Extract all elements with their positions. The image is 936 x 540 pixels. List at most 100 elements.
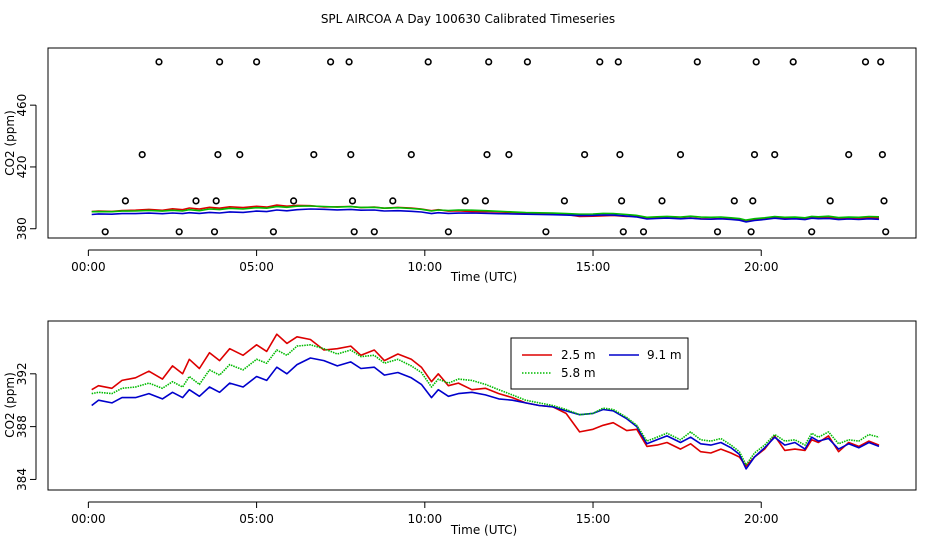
top-calibration-point [771,151,779,159]
legend-label-9-1m: 9.1 m [647,348,682,362]
top-calibration-point [461,197,469,205]
top-calibration-point [424,58,432,66]
bottom-x-tick-label: 05:00 [239,512,274,526]
bottom-panel: 00:00 05:00 10:00 15:00 20:00 384 388 392 Time… [3,320,917,537]
top-calibration-point [175,228,183,236]
bottom-y-axis: 384 388 392 [15,362,37,491]
top-calibration-point [614,58,622,66]
legend-box [510,337,689,390]
top-calibration-point [214,151,222,159]
legend-label-5-8m: 5.8 m [561,366,596,380]
top-calibration-point [880,197,888,205]
top-calibration-point [639,228,648,236]
top-calibration-point [485,58,493,66]
bottom-x-axis: 00:00 05:00 10:00 15:00 20:00 [71,501,779,526]
top-y-tick-label: 380 [15,217,29,240]
bottom-series-9-1-m-line [91,357,880,470]
top-y-axis-label: CO2 (ppm) [3,110,17,176]
top-calibration-point [347,151,355,159]
top-series-lines [91,204,880,223]
top-calibration-point [155,58,163,66]
bottom-series-2-5-m-line [91,333,880,468]
top-calibration-point [523,58,532,66]
top-calibration-point [290,197,298,205]
top-calibration-point [483,151,491,159]
top-calibration-point [877,58,885,66]
top-calibration-point [882,228,890,236]
top-plot-frame [47,47,917,239]
bottom-plot-frame [47,320,917,491]
top-calibration-point [481,197,490,205]
top-calibration-point [101,228,109,236]
top-calibration-point [750,151,759,159]
bottom-y-tick-label: 388 [15,415,29,438]
top-calibration-point [826,197,834,205]
top-series-9-1-m-line [91,208,880,223]
legend: 2.5 m 9.1 m 5.8 m [510,337,689,390]
top-calibration-point [845,151,853,159]
figure-title: SPL AIRCOA A Day 100630 Calibrated Times… [321,12,615,26]
top-calibration-point [730,197,738,205]
top-calibration-point [138,151,146,159]
top-calibration-point [616,151,624,159]
top-calibration-point [658,197,666,205]
top-calibration-point [596,58,604,66]
top-x-tick-label: 15:00 [576,260,611,274]
top-calibration-point [370,228,378,236]
legend-label-2-5m: 2.5 m [561,348,596,362]
top-y-tick-label: 420 [15,155,29,178]
top-x-tick-label: 10:00 [408,260,443,274]
top-calibration-point [752,58,760,66]
top-calibration-point [192,197,200,205]
top-x-axis-label: Time (UTC) [450,270,517,284]
bottom-y-tick-label: 392 [15,362,29,385]
bottom-x-tick-label: 10:00 [408,512,443,526]
top-x-axis: 00:00 05:00 10:00 15:00 20:00 [71,249,779,274]
top-calibration-point [676,151,685,159]
top-calibration-point [210,228,219,236]
top-x-tick-label: 05:00 [239,260,274,274]
top-panel: 00:00 05:00 10:00 15:00 20:00 380 420 460 Time… [3,47,917,284]
top-calibration-point [345,58,353,66]
top-calibration-point [747,228,755,236]
top-calibration-point [350,228,358,236]
top-y-tick-label: 460 [15,94,29,117]
bottom-series-lines [91,333,880,470]
bottom-y-tick-label: 384 [15,468,29,491]
top-x-tick-label: 00:00 [71,260,106,274]
top-calibration-point [713,228,722,236]
top-calibration-point [861,58,870,66]
top-calibration-point [121,197,129,205]
top-calibration-point [693,58,701,66]
top-calibration-point [878,151,887,159]
top-x-tick-label: 20:00 [744,260,779,274]
bottom-x-axis-label: Time (UTC) [450,523,517,537]
top-calibration-points [101,58,890,236]
top-calibration-point [327,58,335,66]
top-calibration-point [444,228,453,236]
bottom-x-tick-label: 15:00 [576,512,611,526]
top-calibration-point [749,197,757,205]
top-calibration-point [407,151,415,159]
top-calibration-point [505,151,513,159]
bottom-x-tick-label: 20:00 [744,512,779,526]
top-calibration-point [808,228,816,236]
bottom-x-tick-label: 00:00 [71,512,106,526]
top-calibration-point [216,58,224,66]
top-calibration-point [542,228,550,236]
top-y-axis: 380 420 460 [15,94,37,240]
top-calibration-point [617,197,626,205]
top-calibration-point [310,151,318,159]
top-calibration-point [560,197,569,205]
top-calibration-point [580,151,589,159]
top-calibration-point [212,197,220,205]
top-calibration-point [348,197,357,205]
top-calibration-point [236,151,244,159]
bottom-series-5-8-m-line [91,343,880,466]
bottom-y-axis-label: CO2 (ppm) [3,372,17,438]
top-calibration-point [269,228,278,236]
top-calibration-point [389,197,397,205]
top-calibration-point [789,58,797,66]
top-calibration-point [253,58,261,66]
